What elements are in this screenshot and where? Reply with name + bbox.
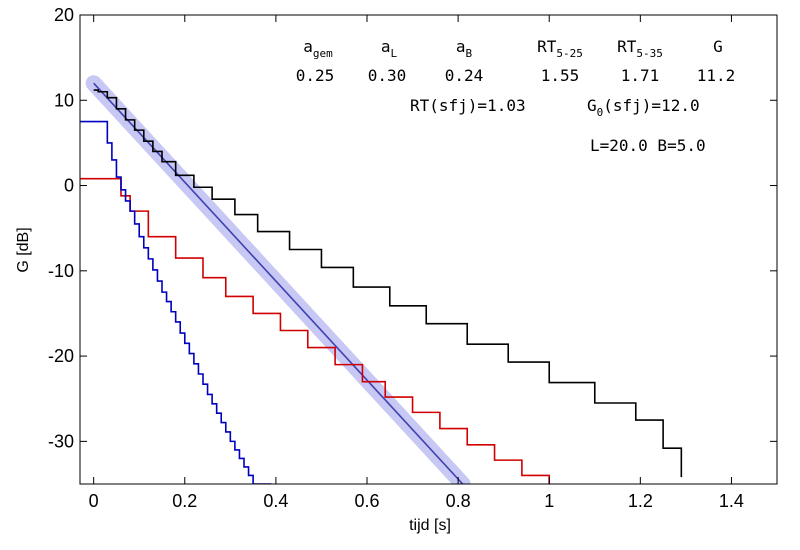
y-tick-label: 10 <box>54 90 74 110</box>
x-axis-label: tijd [s] <box>409 517 451 534</box>
parameter-annotations: agem aL aB RT5-25 RT5-35 G 0.25 0.30 0.2… <box>296 37 736 155</box>
x-tick-label: 0.6 <box>354 491 379 511</box>
header-rt-5-35: RT5-35 <box>617 37 663 60</box>
x-tick-label: 0.2 <box>172 491 197 511</box>
y-tick-label: -20 <box>48 346 74 366</box>
series-1-line <box>93 82 464 484</box>
plot-area <box>80 75 683 484</box>
y-tick-label: -30 <box>48 431 74 451</box>
header-a-b: aB <box>456 37 473 60</box>
header-g: G <box>713 37 723 56</box>
value-g: 11.2 <box>697 66 736 85</box>
value-a-l: 0.30 <box>368 66 407 85</box>
series-2-step <box>93 89 683 478</box>
room-dimensions: L=20.0 B=5.0 <box>590 136 706 155</box>
x-tick-label: 1.2 <box>628 491 653 511</box>
y-axis-label: G [dB] <box>15 227 32 272</box>
value-rt-5-35: 1.71 <box>621 66 660 85</box>
g0-sfj: G0(sfj)=12.0 <box>587 96 700 119</box>
x-tick-label: 0.8 <box>446 491 471 511</box>
value-a-gem: 0.25 <box>296 66 335 85</box>
x-tick-label: 1 <box>544 491 554 511</box>
header-a-gem: agem <box>303 37 333 60</box>
value-a-b: 0.24 <box>445 66 484 85</box>
x-tick-label: 0.4 <box>263 491 288 511</box>
x-tick-label: 1.4 <box>719 491 744 511</box>
y-tick-label: 20 <box>54 5 74 25</box>
header-a-l: aL <box>381 37 398 60</box>
value-rt-5-25: 1.55 <box>541 66 580 85</box>
y-tick-label: -10 <box>48 261 74 281</box>
x-tick-label: 0 <box>89 491 99 511</box>
series-3-step <box>80 177 551 484</box>
rt-sfj: RT(sfj)=1.03 <box>410 96 526 115</box>
series-4-step <box>80 120 272 484</box>
plot-frame <box>79 14 778 485</box>
header-rt-5-25: RT5-25 <box>537 37 583 60</box>
y-tick-label: 0 <box>64 176 74 196</box>
